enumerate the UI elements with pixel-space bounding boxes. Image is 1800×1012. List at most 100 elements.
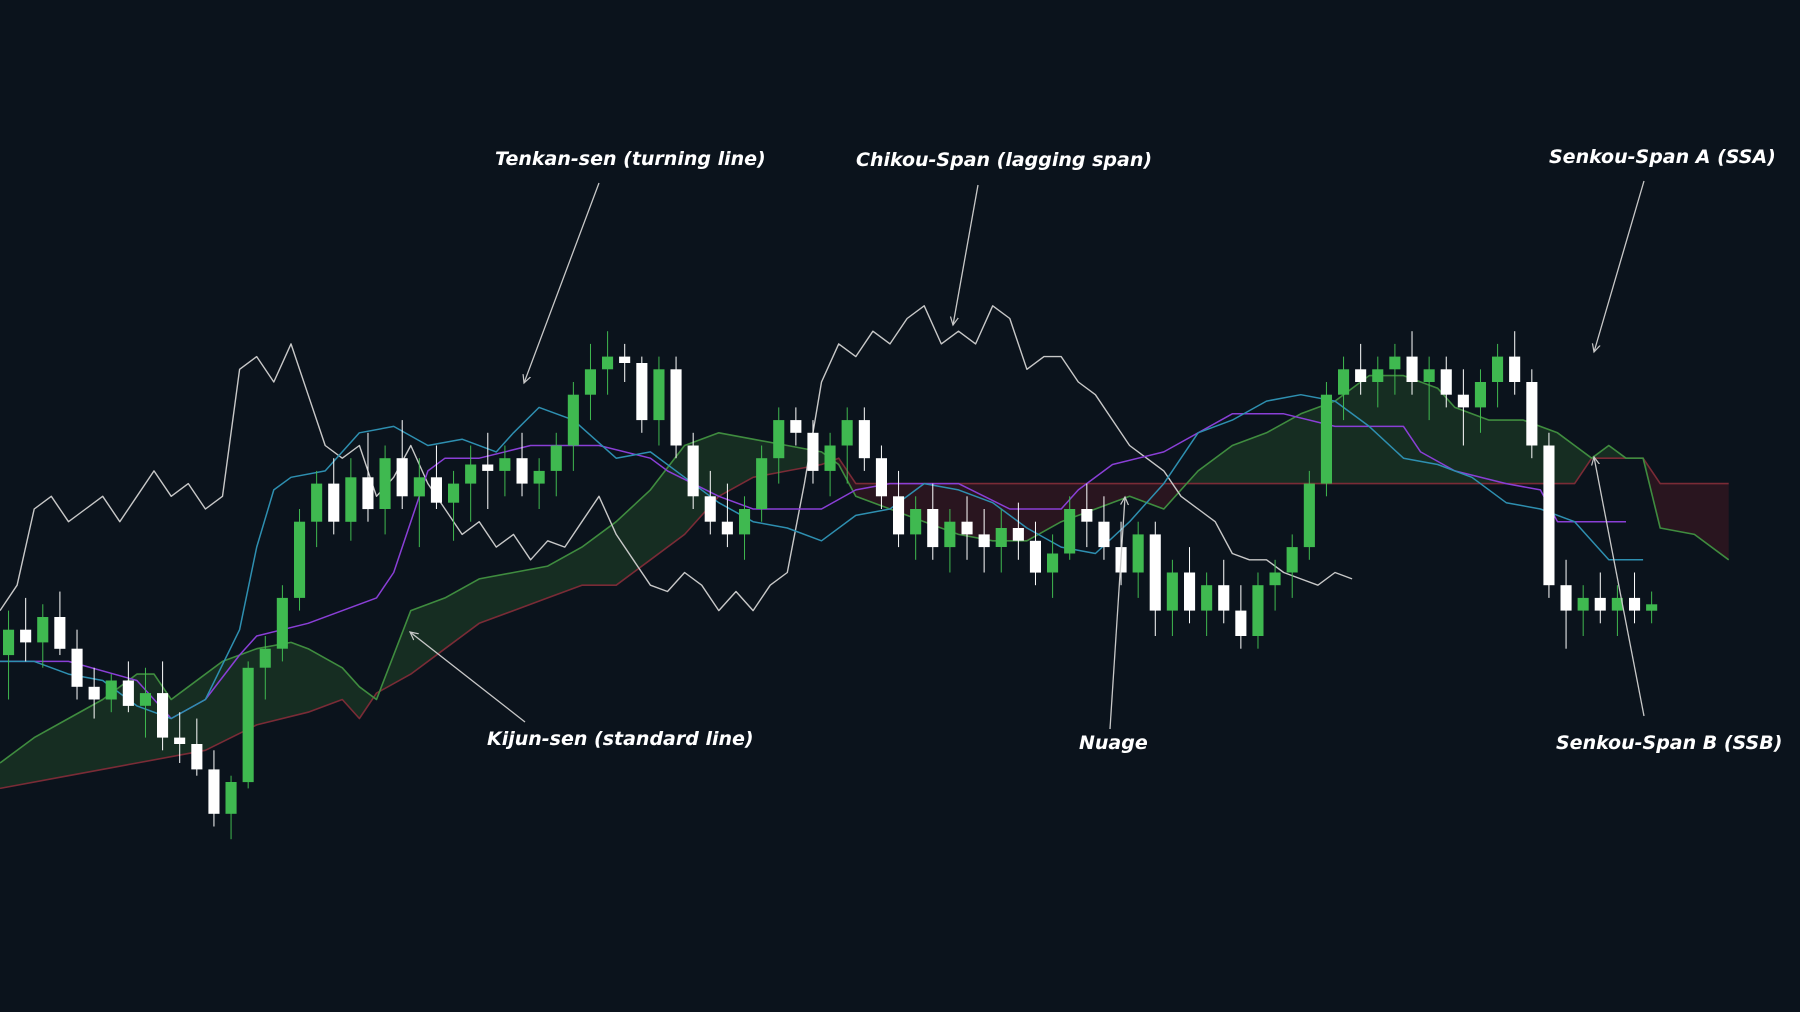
annotation-ssa: Senkou-Span A (SSA) — [1549, 146, 1776, 168]
candle — [276, 585, 288, 662]
candle — [704, 470, 716, 535]
annotation-nuage: Nuage — [1079, 732, 1148, 754]
candle-body — [294, 521, 306, 598]
candle-body — [893, 496, 905, 535]
candle-body — [242, 667, 254, 783]
candle — [910, 496, 922, 560]
candle — [1166, 559, 1178, 636]
candle — [790, 407, 802, 446]
candle-body — [910, 509, 922, 535]
candle — [1457, 369, 1469, 446]
candle-body — [1252, 585, 1264, 636]
candle-body — [1320, 394, 1332, 484]
candle-body — [550, 445, 562, 471]
candle — [1372, 356, 1384, 408]
candle-body — [875, 458, 887, 497]
candle — [1252, 572, 1264, 649]
candle-body — [3, 629, 15, 656]
candle — [191, 718, 203, 776]
candle-body — [961, 521, 973, 535]
annotation-tenkan: Tenkan-sen (turning line) — [495, 148, 766, 170]
candle — [1286, 534, 1298, 598]
candle-body — [1355, 369, 1367, 382]
cloud-bearish-segment — [834, 458, 1190, 541]
candle — [1509, 331, 1521, 395]
candle — [602, 331, 614, 395]
candle — [1492, 343, 1504, 408]
candle-body — [1509, 356, 1521, 382]
candle — [670, 356, 682, 459]
candle — [1303, 470, 1315, 560]
candle-body — [88, 686, 100, 700]
candle — [1012, 502, 1024, 560]
candle — [1201, 572, 1213, 636]
candle-body — [533, 470, 545, 484]
candle — [1338, 356, 1350, 421]
candle-body — [1235, 610, 1247, 636]
annotation-labels: Tenkan-sen (turning line) Chikou-Span (l… — [487, 146, 1782, 754]
candle — [157, 661, 169, 751]
cloud-bearish-segment — [1647, 464, 1729, 560]
ssa-arrow — [1594, 180, 1645, 352]
candle-body — [1457, 394, 1469, 408]
candle — [1132, 521, 1144, 598]
candle — [328, 458, 340, 535]
candle-body — [978, 534, 990, 548]
candle-body — [704, 496, 716, 522]
candle-body — [670, 369, 682, 446]
candle-body — [465, 464, 477, 484]
candle-body — [1098, 521, 1110, 548]
candle-body — [807, 432, 819, 471]
candle-body — [54, 617, 66, 649]
candle-body — [944, 521, 956, 548]
candle — [721, 483, 733, 548]
cloud-bullish-segment — [0, 642, 377, 789]
candle — [3, 610, 15, 700]
candle — [430, 445, 442, 509]
candle-body — [396, 458, 408, 497]
candle — [208, 750, 220, 827]
candle — [379, 445, 391, 535]
candle — [1047, 534, 1059, 598]
candle-body — [602, 356, 614, 370]
candle-body — [1474, 382, 1486, 408]
candle — [1423, 356, 1435, 421]
candle — [893, 470, 905, 548]
candle-body — [208, 769, 220, 814]
candle — [1355, 343, 1367, 395]
candle — [773, 407, 785, 484]
candle-body — [1201, 585, 1213, 611]
candle — [37, 604, 49, 668]
candle — [978, 509, 990, 573]
candle — [345, 458, 357, 541]
annotation-ssb: Senkou-Span B (SSB) — [1556, 732, 1782, 754]
candle — [88, 667, 100, 719]
candle-body — [790, 420, 802, 433]
candle — [944, 509, 956, 573]
candle-body — [20, 629, 32, 643]
candle-body — [499, 458, 511, 471]
candle-body — [37, 617, 49, 643]
candle — [482, 432, 494, 509]
candle — [1646, 591, 1658, 624]
candle — [54, 591, 66, 656]
candle-body — [276, 597, 288, 649]
candle — [1029, 521, 1041, 586]
candle — [807, 420, 819, 484]
candle — [242, 661, 254, 789]
candle-body — [995, 528, 1007, 547]
candle — [1320, 382, 1332, 497]
candle — [1440, 356, 1452, 408]
candle-body — [1406, 356, 1418, 382]
candle — [1389, 343, 1401, 395]
candle — [71, 629, 83, 700]
candle-body — [1611, 597, 1623, 611]
candle — [653, 356, 665, 446]
candle-body — [1184, 572, 1196, 611]
ssb-arrow — [1594, 457, 1645, 717]
candle — [550, 432, 562, 497]
candle-body — [858, 420, 870, 459]
candle-body — [1081, 509, 1093, 522]
candle-body — [311, 483, 323, 522]
